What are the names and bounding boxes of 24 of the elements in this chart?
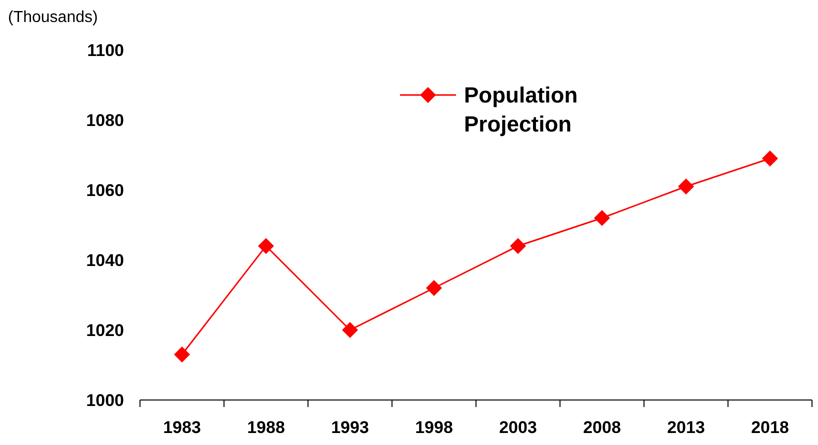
x-tick-label: 2003 bbox=[499, 418, 537, 437]
point bbox=[678, 178, 694, 194]
y-tick-label: 1080 bbox=[86, 110, 124, 130]
x-tick-label: 2018 bbox=[751, 418, 789, 437]
point bbox=[174, 346, 190, 362]
x-tick-label: 2013 bbox=[667, 418, 705, 437]
point bbox=[426, 280, 442, 296]
y-tick-label: 1040 bbox=[86, 250, 124, 270]
point bbox=[762, 150, 778, 166]
x-tick-label: 1988 bbox=[247, 418, 285, 437]
y-tick-label: 1020 bbox=[86, 320, 124, 340]
point bbox=[258, 238, 274, 254]
x-tick-label: 1998 bbox=[415, 418, 453, 437]
x-tick-label: 1983 bbox=[163, 418, 201, 437]
y-tick-label: 1060 bbox=[86, 180, 124, 200]
point bbox=[342, 322, 358, 338]
point bbox=[594, 210, 610, 226]
point bbox=[510, 238, 526, 254]
x-tick-label: 1993 bbox=[331, 418, 369, 437]
legend-label: Population Projection bbox=[464, 82, 578, 136]
y-tick-label: 1000 bbox=[86, 390, 124, 410]
x-tick-label: 2008 bbox=[583, 418, 621, 437]
y-axis-title: (Thousands) bbox=[8, 9, 98, 26]
y-tick-label: 1100 bbox=[87, 40, 124, 60]
